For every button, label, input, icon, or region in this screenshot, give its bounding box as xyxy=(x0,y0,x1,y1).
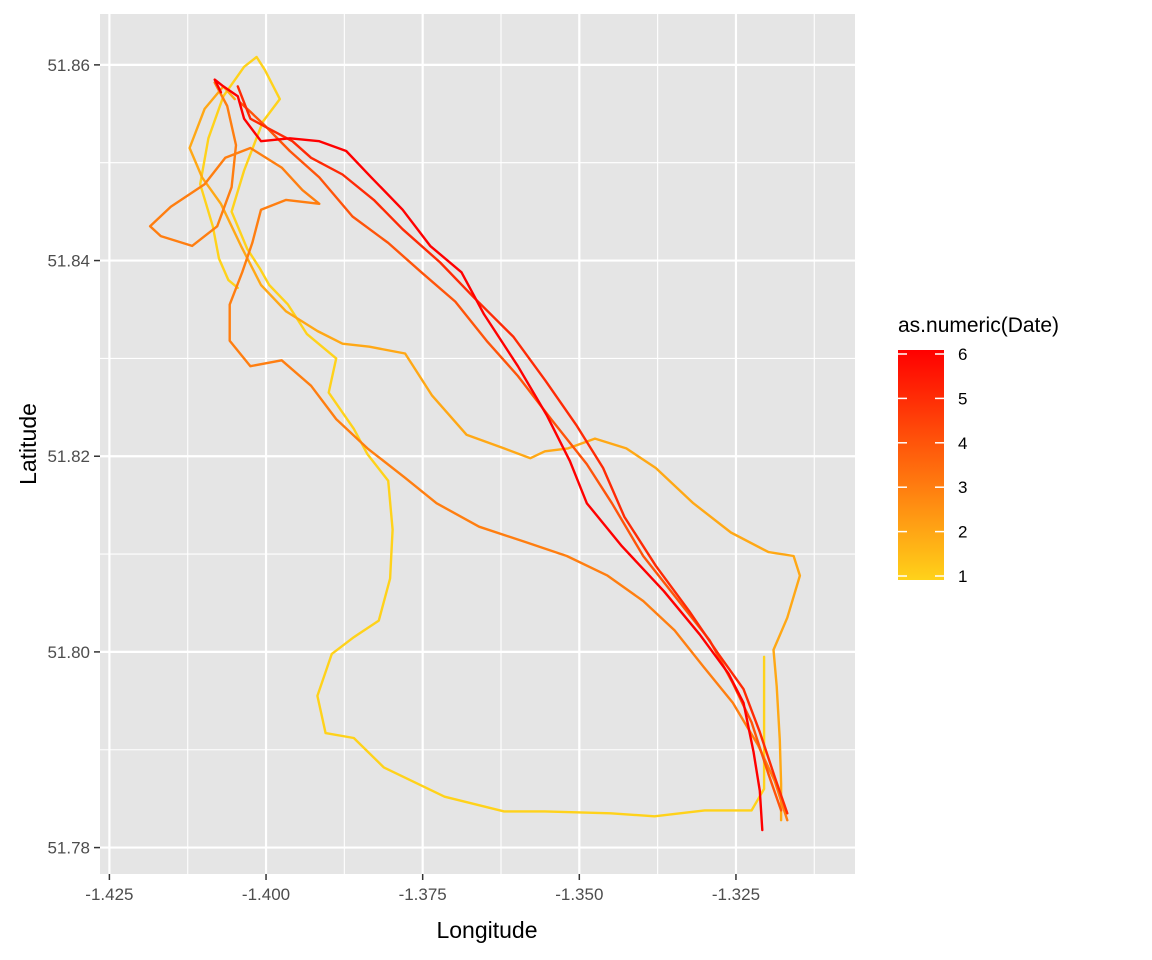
track-lines xyxy=(148,55,802,832)
track-line-date-1 xyxy=(198,55,766,818)
x-tick-label: -1.400 xyxy=(242,885,290,904)
legend-label: 5 xyxy=(958,389,967,408)
y-axis: 51.78 51.80 51.82 51.84 51.86 xyxy=(47,56,100,858)
track-line-date-2 xyxy=(188,85,802,822)
legend-label: 1 xyxy=(958,567,967,586)
legend-ticks: 1 2 3 4 5 6 xyxy=(898,345,967,586)
y-tick-label: 51.80 xyxy=(47,643,90,662)
legend-colorbar xyxy=(898,350,944,580)
legend-label: 6 xyxy=(958,345,967,364)
track-line-date-3 xyxy=(148,81,789,822)
x-tick-label: -1.325 xyxy=(712,885,760,904)
grid-minor xyxy=(100,14,855,874)
legend-label: 4 xyxy=(958,434,967,453)
legend-label: 3 xyxy=(958,478,967,497)
plot-panel xyxy=(100,14,855,874)
track-line-date-6 xyxy=(213,78,764,832)
legend-label: 2 xyxy=(958,523,967,542)
x-tick-label: -1.350 xyxy=(555,885,603,904)
x-axis: -1.425 -1.400 -1.375 -1.350 -1.325 xyxy=(85,874,760,904)
y-tick-label: 51.82 xyxy=(47,447,90,466)
legend: as.numeric(Date) 1 2 3 4 5 6 xyxy=(898,314,1059,586)
track-line-date-5 xyxy=(236,85,789,815)
y-tick-label: 51.78 xyxy=(47,839,90,858)
y-tick-label: 51.86 xyxy=(47,56,90,75)
x-axis-title: Longitude xyxy=(436,917,537,943)
x-tick-label: -1.425 xyxy=(85,885,133,904)
x-tick-label: -1.375 xyxy=(399,885,447,904)
y-axis-title: Latitude xyxy=(15,403,41,485)
y-tick-label: 51.84 xyxy=(47,252,90,271)
legend-title: as.numeric(Date) xyxy=(898,314,1059,337)
